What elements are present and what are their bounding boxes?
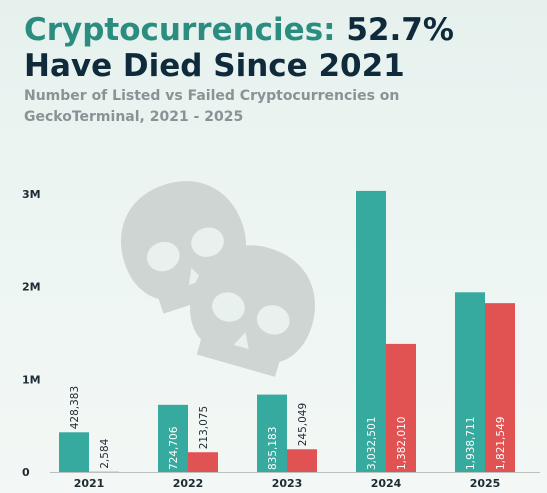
bar-listed (257, 394, 287, 472)
y-tick-label: 3M (22, 188, 41, 201)
bar-value-label: 724,706 (168, 426, 180, 470)
bar-value-label: 245,049 (297, 403, 309, 446)
page-title: Cryptocurrencies: 52.7% Have Died Since … (24, 12, 539, 84)
x-tick-label: 2025 (470, 477, 501, 490)
bar-failed (485, 303, 515, 472)
chart-subtitle: Number of Listed vs Failed Cryptocurrenc… (24, 88, 400, 125)
bar-value-label: 428,383 (69, 386, 81, 429)
title-rest: 52.7% Have Died Since 2021 (24, 12, 454, 84)
x-tick-label: 2024 (371, 477, 402, 490)
bar-listed (455, 292, 485, 472)
title-accent: Cryptocurrencies: (24, 12, 336, 48)
y-tick-label: 0 (22, 466, 30, 479)
y-tick-label: 2M (22, 281, 41, 294)
bar-failed (287, 449, 317, 472)
bar-value-label: 1,382,010 (396, 417, 408, 470)
skull-icon (190, 245, 315, 377)
bar-value-label: 2,584 (99, 438, 111, 468)
bar-failed (188, 452, 218, 472)
x-tick-label: 2021 (74, 477, 105, 490)
bar-value-label: 213,075 (198, 406, 210, 449)
x-tick-label: 2023 (272, 477, 303, 490)
bar-value-label: 1,821,549 (495, 417, 507, 470)
bar-listed (158, 404, 188, 472)
y-tick-label: 1M (22, 373, 41, 386)
bar-listed (59, 432, 89, 472)
bar-value-label: 835,183 (267, 427, 279, 470)
x-tick-label: 2022 (173, 477, 204, 490)
bar-value-label: 1,938,711 (465, 417, 477, 470)
bar-failed (386, 343, 416, 472)
bar-listed (356, 190, 386, 472)
bar-value-label: 3,032,501 (366, 417, 378, 470)
